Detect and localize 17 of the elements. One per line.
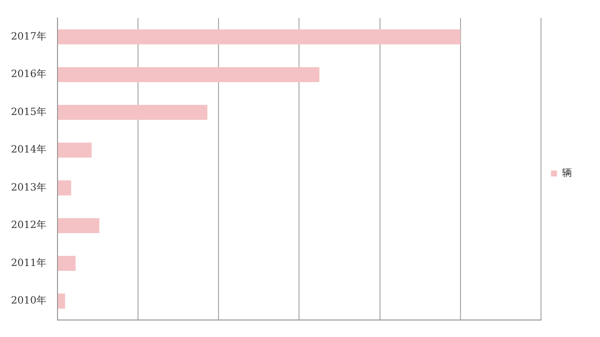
y-tick-label: 2015年 bbox=[10, 106, 46, 118]
y-tick-label: 2014年 bbox=[10, 144, 46, 156]
bar bbox=[58, 294, 66, 309]
y-tick-label: 2012年 bbox=[10, 219, 46, 232]
y-tick-label: 2010年 bbox=[10, 294, 46, 307]
bar bbox=[58, 104, 208, 120]
y-tick-label: 2016年 bbox=[10, 68, 46, 80]
legend-label: 辆 bbox=[562, 167, 572, 180]
bar bbox=[58, 67, 320, 82]
bar bbox=[58, 180, 72, 196]
y-tick-label: 2017年 bbox=[10, 30, 46, 42]
y-tick-label: 2011年 bbox=[10, 256, 46, 269]
bar bbox=[58, 218, 100, 234]
bar bbox=[58, 142, 92, 158]
y-tick-label: 2013年 bbox=[10, 181, 46, 194]
bar bbox=[58, 256, 76, 271]
bar bbox=[58, 29, 460, 44]
